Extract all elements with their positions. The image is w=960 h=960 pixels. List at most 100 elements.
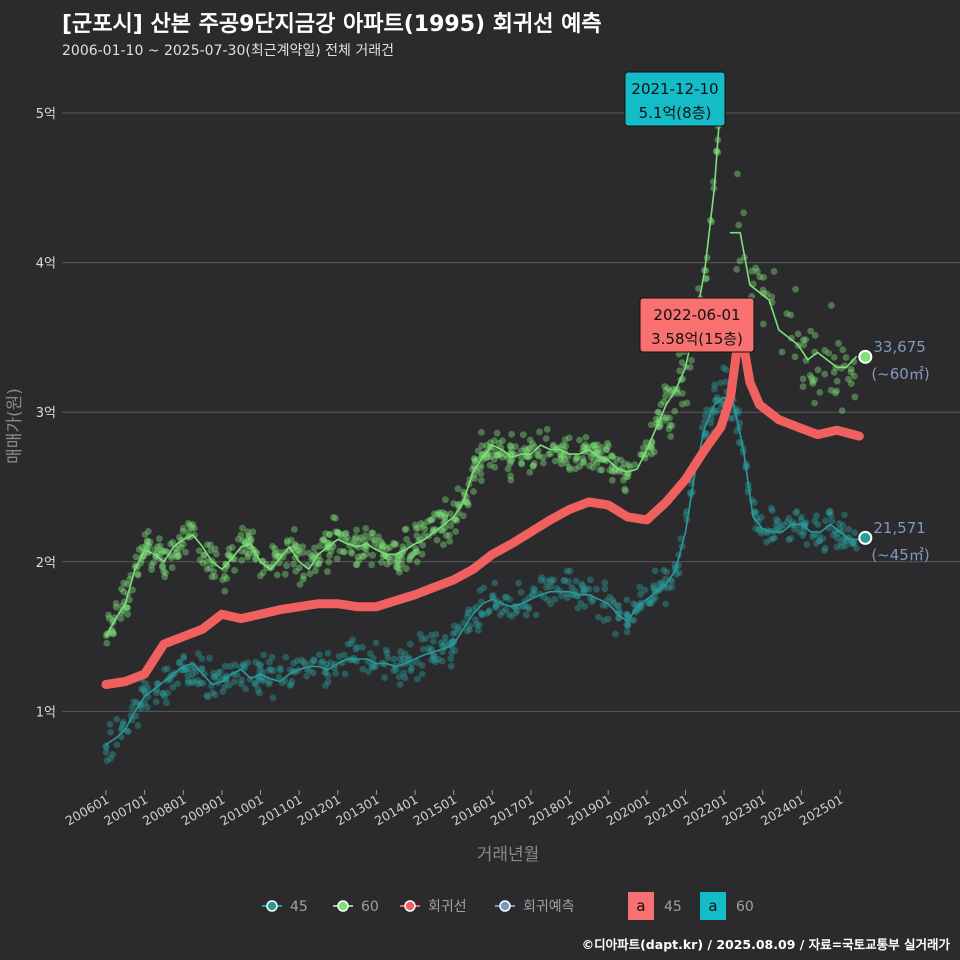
scatter-point [648,599,655,607]
scatter-point [759,320,767,328]
scatter-point [799,383,807,390]
scatter-point [441,513,449,521]
scatter-point [118,724,126,732]
scatter-point [213,550,220,558]
scatter-point [290,659,298,667]
scatter-point [225,551,233,559]
scatter-point [442,510,449,518]
scatter-point [815,532,823,540]
scatter-point [133,699,141,706]
scatter-point [175,533,183,541]
scatter-point [272,553,280,561]
scatter-point [464,499,471,507]
scatter-point [822,517,829,525]
scatter-point [844,375,852,383]
scatter-point [750,499,758,506]
scatter-point [586,462,593,470]
scatter-point [558,460,565,468]
scatter-point [666,421,674,429]
scatter-point [188,661,196,668]
scatter-point [342,529,350,537]
scatter-point [792,509,800,517]
scatter-point [145,542,153,550]
scatter-point [173,553,181,561]
scatter-point [841,511,848,519]
scatter-point [812,512,820,520]
scatter-point [572,456,580,464]
scatter-point [266,678,273,685]
scatter-point [580,458,588,466]
scatter-point [796,528,804,536]
scatter-point [174,552,182,560]
scatter-point [309,669,317,677]
scatter-point [720,364,727,372]
scatter-point [637,590,644,598]
scatter-point [386,543,394,551]
scatter-point [809,380,817,387]
scatter-point [406,556,413,564]
end-size-label: (~45㎡) [871,546,929,564]
scatter-point [394,557,402,565]
scatter-point [175,552,183,560]
scatter-point [598,466,606,474]
scatter-point [647,421,655,429]
scatter-point [667,387,674,395]
x-axis-title: 거래년월 [477,845,540,865]
scatter-point [667,433,675,440]
x-tick-label: 202101 [642,792,691,829]
scatter-point [340,651,348,659]
scatter-point [812,540,820,547]
scatter-point [597,450,605,458]
scatter-point [211,672,219,680]
scatter-point [656,580,663,588]
scatter-point [120,588,128,596]
scatter-point [157,550,165,558]
scatter-point [483,610,491,617]
scatter-point [295,547,303,555]
scatter-point [566,466,574,473]
scatter-point [515,579,523,587]
scatter-point [506,595,514,603]
scatter-point [134,570,142,578]
scatter-point [288,545,296,553]
scatter-point [324,672,332,680]
scatter-point [234,535,242,543]
scatter-point [241,538,249,546]
scatter-point [354,553,362,561]
scatter-point [833,534,841,542]
scatter-point [355,557,363,564]
scatter-point [416,630,424,638]
scatter-point [368,561,376,569]
scatter-point [194,650,202,658]
scatter-point [787,534,795,542]
scatter-point [340,548,347,556]
scatter-point [502,605,510,613]
scatter-point [827,386,835,394]
scatter-point [182,548,190,556]
scatter-point [608,476,616,484]
scatter-point [474,447,482,455]
scatter-point [596,466,604,474]
scatter-point [238,676,246,684]
scatter-point [378,540,386,547]
series-line-45 [105,396,861,746]
scatter-point [245,533,253,541]
scatter-point [582,441,589,448]
scatter-point [504,465,512,473]
x-tick-label: 202201 [681,792,730,829]
scatter-point [507,476,515,484]
scatter-point [407,667,415,675]
scatter-point [466,622,473,630]
scatter-point [257,662,264,669]
scatter-point [291,542,299,550]
scatter-point [390,655,398,663]
scatter-point [223,575,231,582]
x-tick-label: 201701 [488,792,537,829]
scatter-point [197,679,204,687]
scatter-point [296,564,303,572]
scatter-point [666,414,673,422]
scatter-point [594,445,601,453]
scatter-point [828,517,836,525]
end-value-label: 33,675 [873,338,926,356]
scatter-point [124,728,132,735]
